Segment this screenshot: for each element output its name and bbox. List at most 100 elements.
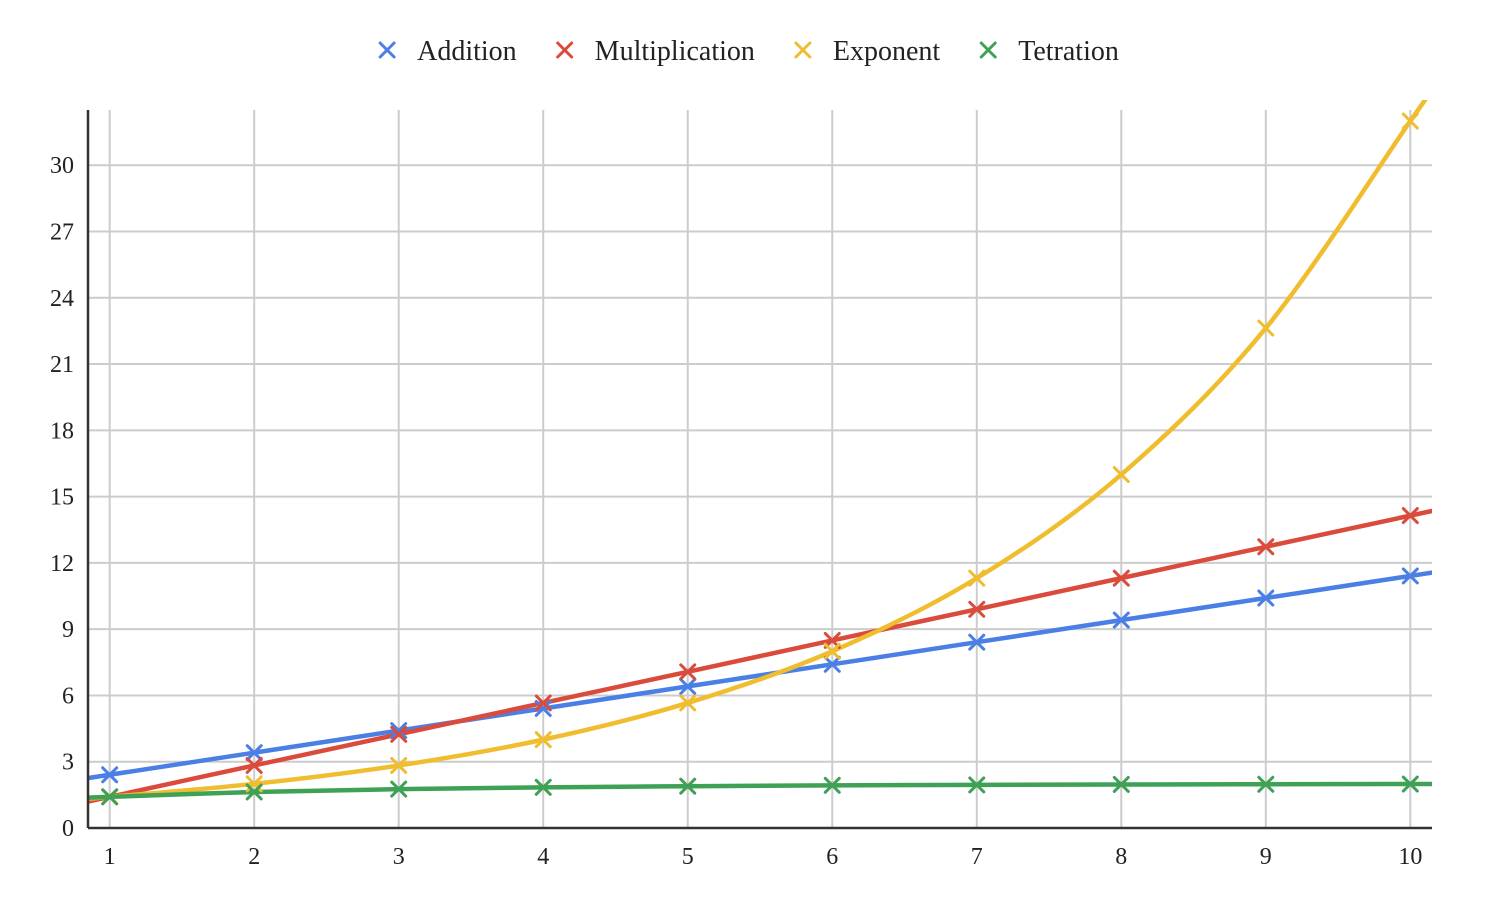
legend-marker-multiplication-stroke-b (556, 41, 574, 59)
point-tetration-1-stroke-b (101, 788, 119, 806)
legend-item-multiplication: Multiplication (556, 36, 755, 67)
point-multiplication-9 (1257, 538, 1275, 556)
point-exponent-6-stroke-b (823, 642, 841, 660)
y-tick-label-6: 6 (62, 683, 74, 709)
point-addition-6 (823, 655, 841, 673)
point-multiplication-2-stroke-b (245, 756, 263, 774)
legend-marker-exponent (794, 41, 812, 59)
point-tetration-6 (823, 776, 841, 794)
x-tick-label-5: 5 (682, 844, 694, 870)
y-tick-label-18: 18 (50, 418, 74, 444)
y-tick-label-0: 0 (62, 816, 74, 842)
point-tetration-5 (679, 777, 697, 795)
point-addition-1-stroke-b (101, 766, 119, 784)
x-tick-label-1: 1 (104, 844, 116, 870)
point-addition-5-stroke-b (679, 677, 697, 695)
x-axis-ticks: 1 2 3 4 5 6 7 8 9 10 (104, 844, 1423, 870)
series-line-tetration (88, 781, 1432, 800)
point-multiplication-5 (679, 663, 697, 681)
y-tick-label-9: 9 (62, 617, 74, 643)
series-group (88, 100, 1432, 806)
y-tick-label-24: 24 (50, 286, 74, 312)
legend-label-addition: Addition (417, 36, 517, 67)
point-multiplication-7 (968, 600, 986, 618)
point-multiplication-3 (390, 725, 408, 743)
point-exponent-3 (390, 756, 408, 774)
legend: Addition Multiplication Exponent Tetration (378, 36, 1119, 67)
point-addition-8-stroke-b (1112, 611, 1130, 629)
point-exponent-10 (1401, 112, 1419, 130)
point-tetration-3-stroke-b (390, 780, 408, 798)
point-tetration-9 (1257, 775, 1275, 793)
series-markers (101, 112, 1419, 806)
point-exponent-9-stroke-b (1257, 319, 1275, 337)
y-tick-label-21: 21 (50, 352, 74, 378)
point-exponent-4 (534, 731, 552, 749)
point-exponent-3-stroke-b (390, 756, 408, 774)
point-tetration-9-stroke-b (1257, 775, 1275, 793)
point-exponent-7 (968, 569, 986, 587)
point-addition-9 (1257, 589, 1275, 607)
point-addition-2 (245, 744, 263, 762)
legend-item-addition: Addition (378, 36, 517, 67)
legend-marker-tetration-stroke-b (979, 41, 997, 59)
x-tick-label-6: 6 (826, 844, 838, 870)
point-tetration-10-stroke-b (1401, 775, 1419, 793)
x-tick-label-9: 9 (1260, 844, 1272, 870)
point-tetration-8 (1112, 775, 1130, 793)
point-tetration-4-stroke-b (534, 778, 552, 796)
point-addition-3-stroke-b (390, 722, 408, 740)
legend-label-tetration: Tetration (1018, 36, 1119, 67)
point-tetration-7 (968, 776, 986, 794)
point-addition-4-stroke-b (534, 699, 552, 717)
point-tetration-1 (101, 788, 119, 806)
legend-marker-tetration (979, 41, 997, 59)
point-multiplication-10 (1401, 507, 1419, 525)
y-tick-label-30: 30 (50, 153, 74, 179)
point-tetration-2-stroke-b (245, 783, 263, 801)
x-tick-label-8: 8 (1115, 844, 1127, 870)
y-tick-label-15: 15 (50, 485, 74, 511)
point-tetration-7-stroke-b (968, 776, 986, 794)
x-tick-label-4: 4 (537, 844, 549, 870)
point-addition-10-stroke-b (1401, 567, 1419, 585)
y-tick-label-27: 27 (50, 220, 74, 246)
point-addition-6-stroke-b (823, 655, 841, 673)
point-tetration-8-stroke-b (1112, 775, 1130, 793)
point-multiplication-3-stroke-b (390, 725, 408, 743)
series-line-exponent (88, 100, 1428, 802)
point-exponent-5 (679, 694, 697, 712)
x-tick-label-7: 7 (971, 844, 983, 870)
legend-marker-exponent-stroke-b (794, 41, 812, 59)
point-tetration-3 (390, 780, 408, 798)
x-tick-label-3: 3 (393, 844, 405, 870)
series-line-multiplication (88, 508, 1432, 804)
point-addition-5 (679, 677, 697, 695)
series-line-addition (88, 570, 1432, 781)
point-exponent-4-stroke-b (534, 731, 552, 749)
point-multiplication-8-stroke-b (1112, 569, 1130, 587)
point-multiplication-10-stroke-b (1401, 507, 1419, 525)
point-multiplication-4 (534, 694, 552, 712)
point-exponent-8 (1112, 466, 1130, 484)
y-tick-label-3: 3 (62, 750, 74, 776)
point-addition-9-stroke-b (1257, 589, 1275, 607)
point-tetration-2 (245, 783, 263, 801)
point-exponent-6 (823, 642, 841, 660)
x-tick-label-2: 2 (248, 844, 260, 870)
point-multiplication-4-stroke-b (534, 694, 552, 712)
y-axis-ticks: 0 3 6 9 12 15 18 21 24 27 30 (50, 153, 74, 842)
point-addition-1 (101, 766, 119, 784)
point-tetration-4 (534, 778, 552, 796)
legend-label-exponent: Exponent (833, 36, 941, 67)
legend-item-exponent: Exponent (794, 36, 941, 67)
point-addition-8 (1112, 611, 1130, 629)
legend-item-tetration: Tetration (979, 36, 1119, 67)
x-gridlines (108, 110, 1412, 828)
point-addition-4 (534, 699, 552, 717)
legend-marker-addition-stroke-b (378, 41, 396, 59)
point-multiplication-2 (245, 756, 263, 774)
point-addition-2-stroke-b (245, 744, 263, 762)
point-tetration-6-stroke-b (823, 776, 841, 794)
